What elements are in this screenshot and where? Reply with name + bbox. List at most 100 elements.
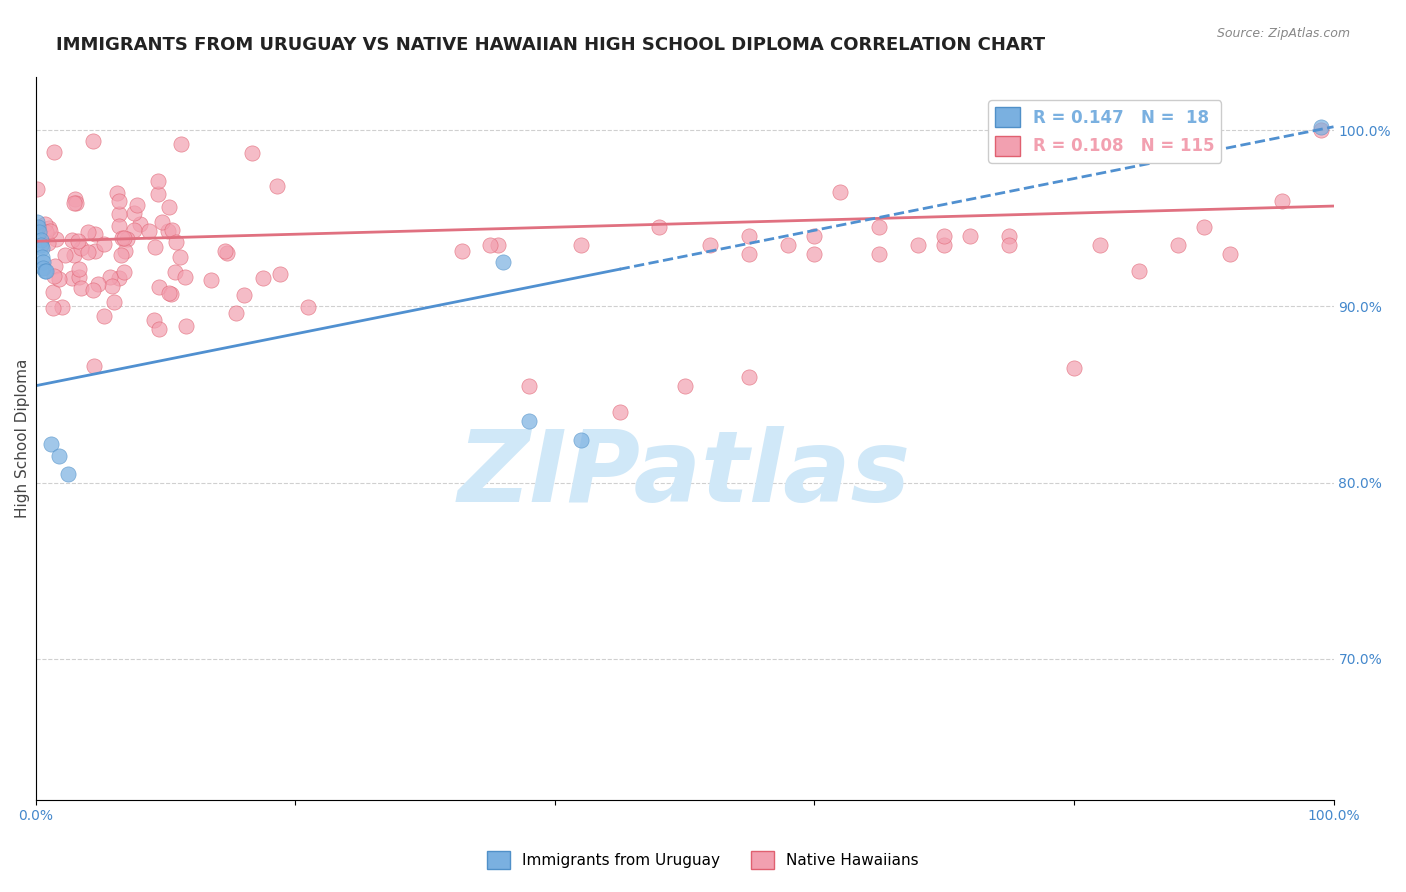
Point — [39, 437, 62, 451]
Point — [609, 405, 631, 419]
Point — [148, 322, 170, 336]
Point — [38, 221, 60, 235]
Point — [45, 232, 67, 246]
Point — [1167, 237, 1189, 252]
Point — [87, 277, 110, 291]
Point — [63, 248, 86, 262]
Point — [148, 279, 170, 293]
Point — [517, 414, 540, 428]
Point — [70, 281, 93, 295]
Point — [738, 370, 761, 384]
Point — [157, 200, 180, 214]
Point — [738, 246, 761, 260]
Point — [451, 244, 474, 258]
Point — [35, 225, 58, 239]
Point — [233, 287, 256, 301]
Point — [30, 233, 52, 247]
Point — [62, 196, 84, 211]
Point — [215, 245, 238, 260]
Point — [122, 223, 145, 237]
Point — [1309, 120, 1331, 134]
Point — [932, 237, 955, 252]
Legend: R = 0.147   N =  18, R = 0.108   N = 115: R = 0.147 N = 18, R = 0.108 N = 115 — [988, 100, 1222, 162]
Point — [25, 215, 48, 229]
Point — [169, 251, 191, 265]
Point — [65, 196, 87, 211]
Point — [907, 237, 929, 252]
Point — [569, 237, 592, 252]
Point — [143, 313, 166, 327]
Point — [868, 220, 890, 235]
Point — [108, 194, 131, 208]
Point — [127, 197, 149, 211]
Point — [83, 359, 105, 373]
Point — [160, 286, 183, 301]
Point — [998, 237, 1021, 252]
Point — [98, 269, 121, 284]
Legend: Immigrants from Uruguay, Native Hawaiians: Immigrants from Uruguay, Native Hawaiian… — [481, 845, 925, 875]
Point — [165, 235, 187, 249]
Point — [200, 273, 222, 287]
Point — [60, 270, 83, 285]
Point — [266, 178, 288, 193]
Point — [225, 306, 247, 320]
Point — [34, 217, 56, 231]
Point — [32, 260, 55, 275]
Point — [1309, 123, 1331, 137]
Point — [55, 248, 77, 262]
Point — [111, 231, 134, 245]
Point — [297, 300, 319, 314]
Point — [31, 250, 53, 264]
Point — [174, 269, 197, 284]
Point — [146, 186, 169, 201]
Point — [105, 186, 128, 200]
Point — [48, 449, 70, 463]
Text: Source: ZipAtlas.com: Source: ZipAtlas.com — [1216, 27, 1350, 40]
Point — [32, 255, 55, 269]
Point — [63, 192, 86, 206]
Point — [156, 224, 179, 238]
Point — [67, 234, 90, 248]
Point — [517, 378, 540, 392]
Point — [252, 271, 274, 285]
Point — [146, 174, 169, 188]
Point — [110, 248, 132, 262]
Point — [803, 229, 825, 244]
Point — [269, 267, 291, 281]
Point — [163, 265, 186, 279]
Point — [93, 237, 115, 252]
Point — [27, 220, 49, 235]
Point — [44, 269, 66, 284]
Y-axis label: High School Diploma: High School Diploma — [15, 359, 30, 518]
Point — [803, 246, 825, 260]
Point — [70, 241, 93, 255]
Point — [112, 265, 135, 279]
Point — [25, 182, 48, 196]
Point — [82, 134, 104, 148]
Point — [486, 237, 509, 252]
Point — [138, 224, 160, 238]
Point — [34, 264, 56, 278]
Point — [84, 244, 107, 259]
Point — [31, 241, 53, 255]
Text: IMMIGRANTS FROM URUGUAY VS NATIVE HAWAIIAN HIGH SCHOOL DIPLOMA CORRELATION CHART: IMMIGRANTS FROM URUGUAY VS NATIVE HAWAII… — [56, 36, 1046, 54]
Point — [60, 233, 83, 247]
Point — [492, 255, 515, 269]
Point — [959, 229, 981, 244]
Point — [699, 237, 721, 252]
Point — [30, 237, 52, 252]
Point — [51, 300, 73, 314]
Point — [868, 246, 890, 260]
Point — [67, 262, 90, 277]
Point — [998, 229, 1021, 244]
Point — [673, 378, 696, 392]
Point — [932, 229, 955, 244]
Point — [42, 145, 65, 159]
Point — [114, 244, 136, 258]
Point — [100, 279, 122, 293]
Point — [214, 244, 236, 258]
Point — [647, 220, 669, 235]
Point — [145, 240, 167, 254]
Point — [1128, 264, 1150, 278]
Point — [56, 467, 79, 481]
